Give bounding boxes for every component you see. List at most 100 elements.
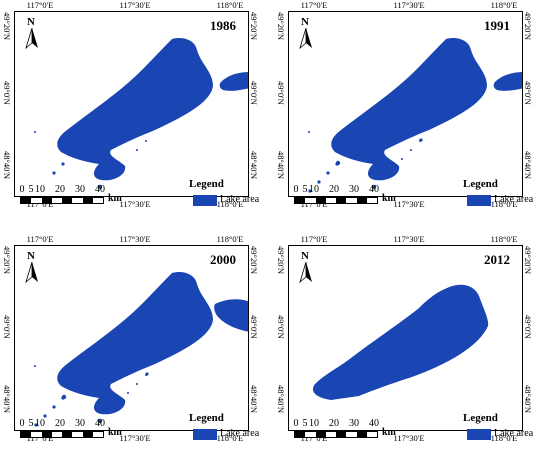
longitude-label: 118°0'E	[490, 0, 518, 10]
legend-title: Legend	[189, 412, 224, 424]
eastern-water-body	[219, 72, 248, 91]
north-arrow-icon	[299, 262, 312, 284]
latitude-label: 49°20'N	[523, 12, 533, 41]
scale-tick-label: 20	[55, 184, 65, 195]
longitude-label: 117°30'E	[393, 0, 425, 10]
water-fragment	[97, 418, 103, 424]
longitude-label: 117°30'E	[119, 0, 151, 10]
longitude-label: 118°0'E	[216, 433, 244, 443]
eastern-water-body	[214, 299, 248, 332]
scale-bar-segment	[41, 198, 52, 203]
map-panel-1991: 117°0'E 117°30'E 118°0'E 117°0'E 117°30'E 118…	[274, 0, 534, 209]
lake-area-shape	[312, 284, 489, 400]
latitude-label: 49°20'N	[249, 12, 259, 41]
scale-bar	[294, 197, 378, 204]
longitude-label: 117°30'E	[393, 433, 425, 443]
scale-tick-label: 30	[349, 184, 359, 195]
water-fragment	[52, 171, 56, 175]
longitude-label: 117°0'E	[26, 199, 54, 209]
longitude-label: 117°0'E	[26, 234, 54, 244]
legend-swatch	[467, 429, 491, 440]
water-fragment	[109, 410, 111, 412]
longitude-label: 117°0'E	[300, 234, 328, 244]
water-fragment	[344, 151, 350, 157]
scale-bar-segment	[325, 198, 336, 203]
water-fragment	[308, 189, 312, 193]
scale-bar-segment	[336, 198, 347, 203]
latitude-label: 48°40'N	[523, 151, 533, 180]
scale-tick-label: 10	[309, 184, 319, 195]
scale-bar-segment	[305, 432, 316, 437]
water-fragment	[127, 392, 129, 394]
longitude-label: 117°0'E	[26, 433, 54, 443]
longitude-label: 118°0'E	[216, 0, 244, 10]
legend-label: Lake area	[494, 194, 534, 205]
legend-label: Lake area	[220, 194, 260, 205]
longitude-label: 118°0'E	[490, 433, 518, 443]
scale-tick-label: 40	[369, 184, 379, 195]
scale-bar-segment	[295, 198, 306, 203]
scale-bar-segment	[82, 198, 93, 203]
scale-bar	[20, 197, 104, 204]
lake-map	[308, 38, 522, 193]
water-fragment	[353, 142, 359, 148]
scale-bar-segment	[41, 432, 52, 437]
water-fragment	[410, 149, 412, 151]
water-fragment	[401, 158, 403, 160]
scale-bar-segment	[72, 432, 83, 437]
water-fragment	[43, 414, 47, 418]
water-fragment	[136, 383, 138, 385]
map-panel-1986: 117°0'E 117°30'E 118°0'E 117°0'E 117°30'E 118…	[0, 0, 260, 209]
water-fragment	[52, 405, 56, 409]
scale-bar-segment	[356, 432, 367, 437]
scale-bar-segment	[366, 432, 377, 437]
scale-bar-segment	[336, 432, 347, 437]
scale-bar-unit: km	[108, 193, 122, 204]
latitude-label: 49°0'N	[276, 315, 286, 339]
scale-bar-ticks: 0 5 10 20 30 40	[18, 184, 128, 196]
water-fragment	[145, 140, 147, 142]
latitude-label: 48°40'N	[249, 385, 259, 414]
water-fragment	[145, 372, 149, 376]
map-frame	[288, 245, 523, 431]
year-label: 1991	[484, 18, 510, 33]
scale-bar-segment	[62, 432, 73, 437]
longitude-label: 117°30'E	[393, 199, 425, 209]
longitude-label: 117°0'E	[300, 0, 328, 10]
longitude-label: 117°0'E	[26, 0, 54, 10]
north-arrow-label: N	[27, 250, 35, 262]
latitude-label: 49°20'N	[249, 246, 259, 275]
latitude-label: 49°0'N	[2, 315, 12, 339]
north-arrow: N	[298, 16, 314, 50]
scale-bar-ticks: 0 5 10 20 30 40	[292, 418, 402, 430]
scale-bar-segment	[366, 198, 377, 203]
year-label: 2000	[210, 252, 236, 267]
scale-bar-segment	[21, 198, 32, 203]
scale-bar-unit: km	[382, 193, 396, 204]
scale-tick-label: 0	[19, 184, 25, 195]
water-fragment	[70, 385, 76, 391]
scale-bar-segment	[51, 432, 62, 437]
north-arrow-icon	[25, 28, 38, 50]
longitude-label: 118°0'E	[490, 199, 518, 209]
water-fragment	[392, 167, 394, 169]
north-arrow-label: N	[301, 16, 309, 28]
scale-tick-label: 10	[309, 418, 319, 429]
water-fragment	[34, 131, 36, 133]
latitude-label: 48°40'N	[2, 385, 12, 414]
scale-tick-label: 0	[293, 418, 299, 429]
year-label: 2012	[484, 252, 510, 267]
latitude-label: 49°0'N	[523, 81, 533, 105]
map-frame	[14, 245, 249, 431]
scale-bar-segment	[92, 432, 103, 437]
water-fragment	[79, 376, 85, 382]
scale-bar-segment	[51, 198, 62, 203]
scale-bar-segment	[31, 198, 42, 203]
scale-bar-segment	[356, 198, 367, 203]
water-fragment	[308, 131, 310, 133]
water-fragment	[383, 176, 385, 178]
scale-bar-segment	[315, 198, 326, 203]
north-arrow-icon	[299, 28, 312, 50]
scale-tick-label: 5	[302, 418, 308, 429]
map-panel-2000: 117°0'E 117°30'E 118°0'E 117°0'E 117°30'E 118…	[0, 234, 260, 443]
